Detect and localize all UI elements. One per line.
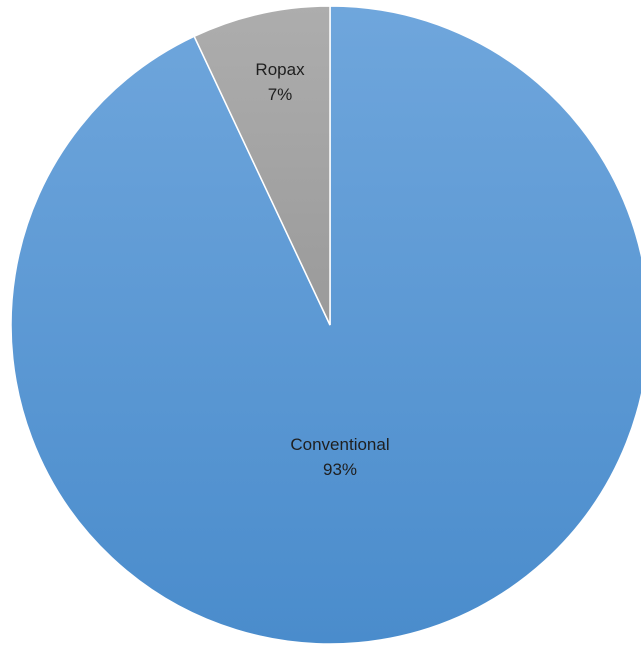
labels-layer: Conventional 93% Ropax 7% <box>255 60 389 479</box>
slice-value-conventional: 93% <box>323 460 357 479</box>
slice-value-ropax: 7% <box>268 85 293 104</box>
slice-label-ropax: Ropax <box>255 60 305 79</box>
pie-slice-conventional <box>10 5 641 645</box>
pie-slice-ropax <box>193 5 331 326</box>
slices-layer <box>10 5 641 645</box>
slice-label-conventional: Conventional <box>290 435 389 454</box>
